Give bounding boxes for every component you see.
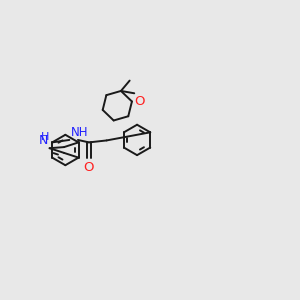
Text: O: O xyxy=(134,95,145,108)
Text: N: N xyxy=(39,134,48,147)
Text: O: O xyxy=(84,161,94,174)
Text: NH: NH xyxy=(70,126,88,139)
Text: H: H xyxy=(41,132,49,142)
